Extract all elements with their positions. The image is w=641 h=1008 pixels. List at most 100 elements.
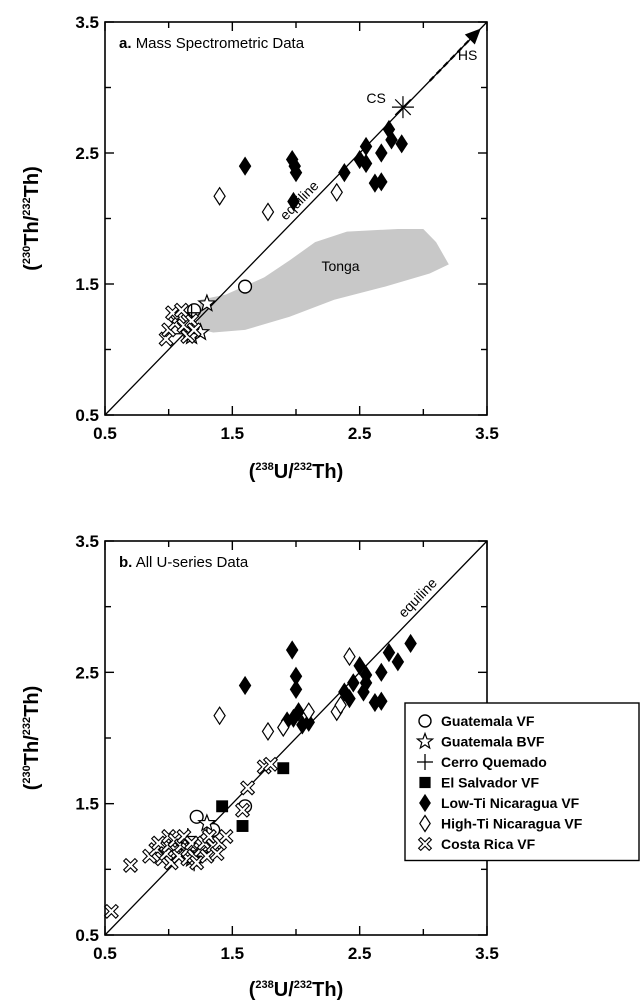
point-low-ti-nicaragua-vf-shape bbox=[238, 156, 252, 176]
point-low-ti-nicaragua-vf bbox=[292, 702, 305, 722]
point-costa-rica-vf-shape bbox=[103, 903, 119, 919]
point-low-ti-nicaragua-vf-shape bbox=[375, 143, 388, 163]
point-low-ti-nicaragua-vf bbox=[343, 688, 356, 709]
point-low-ti-nicaragua-vf bbox=[287, 191, 300, 212]
point-high-ti-nicaragua-vf-shape bbox=[330, 182, 343, 202]
point-low-ti-nicaragua-vf-shape bbox=[338, 682, 351, 702]
point-guatemala-vf-shape bbox=[187, 303, 202, 318]
point-low-ti-nicaragua-vf bbox=[338, 682, 351, 702]
point-costa-rica-vf bbox=[240, 780, 256, 796]
legend-item-guatemala-bvf: Guatemala BVF bbox=[415, 731, 545, 750]
point-guatemala-vf bbox=[187, 303, 202, 318]
legend-item-low-ti-nicaragua-vf-marker-shape bbox=[419, 793, 431, 813]
legend-item-costa-rica-vf-marker-shape bbox=[417, 836, 433, 852]
tonga-label: Tonga bbox=[321, 258, 359, 274]
x-tick-label: 2.5 bbox=[348, 424, 372, 443]
point-el-salvador-vf-shape bbox=[236, 820, 249, 832]
point-low-ti-nicaragua-vf bbox=[357, 682, 370, 702]
point-low-ti-nicaragua-vf bbox=[359, 136, 373, 157]
point-high-ti-nicaragua-vf-shape bbox=[261, 202, 275, 222]
point-high-ti-nicaragua-vf-shape bbox=[213, 706, 226, 726]
point-low-ti-nicaragua-vf-shape bbox=[289, 679, 303, 700]
legend-item-low-ti-nicaragua-vf: Low-Ti Nicaragua VF bbox=[419, 793, 580, 813]
point-low-ti-nicaragua-vf bbox=[395, 134, 408, 154]
legend-item-guatemala-vf-marker-shape bbox=[418, 714, 432, 728]
point-low-ti-nicaragua-vf bbox=[238, 675, 252, 696]
tonga-region-layer bbox=[196, 229, 449, 333]
point-guatemala-bvf-shape bbox=[197, 293, 217, 312]
point-low-ti-nicaragua-vf-shape bbox=[385, 130, 398, 150]
point-high-ti-nicaragua-vf-shape bbox=[302, 702, 315, 722]
legend-item-guatemala-bvf-label: Guatemala BVF bbox=[441, 734, 545, 750]
point-low-ti-nicaragua-vf-shape bbox=[359, 153, 373, 174]
point-low-ti-nicaragua-vf bbox=[302, 712, 315, 732]
cs-label: CS bbox=[366, 90, 385, 106]
x-axis-label-b: (238U/232Th) bbox=[249, 979, 343, 1001]
point-costa-rica-vf-shape bbox=[234, 802, 251, 818]
panel-a-marks bbox=[158, 96, 414, 347]
legend-item-costa-rica-vf-marker bbox=[417, 836, 433, 852]
legend-item-low-ti-nicaragua-vf-marker bbox=[419, 793, 431, 813]
point-el-salvador-vf bbox=[216, 800, 229, 813]
y-tick-label: 0.5 bbox=[75, 926, 99, 945]
x-tick-label: 2.5 bbox=[348, 944, 372, 963]
point-costa-rica-vf bbox=[262, 756, 279, 772]
point-guatemala-bvf bbox=[197, 293, 217, 312]
point-low-ti-nicaragua-vf-shape bbox=[382, 643, 396, 663]
point-low-ti-nicaragua-vf bbox=[382, 643, 396, 663]
x-tick-label: 3.5 bbox=[475, 944, 499, 963]
point-low-ti-nicaragua-vf bbox=[347, 673, 360, 693]
point-el-salvador-vf bbox=[236, 820, 249, 832]
y-tick-label: 1.5 bbox=[75, 275, 99, 294]
point-high-ti-nicaragua-vf bbox=[343, 646, 356, 667]
point-costa-rica-vf bbox=[122, 857, 139, 873]
point-low-ti-nicaragua-vf-shape bbox=[375, 662, 388, 682]
panel-b: 0.5 1.5 2.5 3.5 0.5 1.5 2.5 3.5 b. All U-series… bbox=[21, 532, 640, 1001]
legend-item-cerro-quemado-label: Cerro Quemado bbox=[441, 754, 547, 770]
point-low-ti-nicaragua-vf bbox=[238, 156, 252, 176]
point-costa-rica-vf-shape bbox=[122, 857, 139, 873]
point-high-ti-nicaragua-vf-shape bbox=[277, 717, 290, 738]
point-costa-rica-vf-shape bbox=[199, 848, 215, 864]
legend-item-high-ti-nicaragua-vf-label: High-Ti Nicaragua VF bbox=[441, 816, 583, 832]
point-el-salvador-vf-shape bbox=[277, 762, 290, 775]
point-guatemala-vf bbox=[237, 279, 253, 294]
point-low-ti-nicaragua-vf bbox=[289, 679, 303, 700]
legend-item-el-salvador-vf-marker-shape bbox=[419, 776, 431, 789]
point-low-ti-nicaragua-vf bbox=[353, 656, 366, 676]
point-low-ti-nicaragua-vf bbox=[289, 163, 303, 183]
point-low-ti-nicaragua-vf-shape bbox=[302, 712, 315, 732]
point-guatemala-vf bbox=[189, 809, 204, 824]
point-low-ti-nicaragua-vf-shape bbox=[359, 665, 373, 685]
x-tick-label: 3.5 bbox=[475, 424, 499, 443]
point-costa-rica-vf bbox=[186, 322, 202, 338]
point-low-ti-nicaragua-vf bbox=[359, 665, 373, 685]
legend-item-high-ti-nicaragua-vf-marker bbox=[419, 814, 431, 833]
point-costa-rica-vf bbox=[189, 855, 205, 871]
point-low-ti-nicaragua-vf bbox=[391, 652, 405, 672]
point-low-ti-nicaragua-vf-shape bbox=[353, 656, 366, 676]
y-tick-label: 3.5 bbox=[75, 532, 99, 551]
point-high-ti-nicaragua-vf bbox=[213, 706, 226, 726]
point-costa-rica-vf bbox=[209, 846, 225, 862]
legend-item-guatemala-bvf-marker-shape bbox=[415, 731, 435, 750]
point-low-ti-nicaragua-vf bbox=[375, 662, 388, 682]
panel-b-ticks: 0.5 1.5 2.5 3.5 0.5 1.5 2.5 3.5 bbox=[75, 532, 498, 963]
point-low-ti-nicaragua-vf-shape bbox=[347, 673, 360, 693]
point-guatemala-bvf-shape bbox=[197, 813, 217, 832]
point-low-ti-nicaragua-vf bbox=[285, 640, 299, 660]
point-high-ti-nicaragua-vf-shape bbox=[343, 646, 356, 667]
point-low-ti-nicaragua-vf bbox=[368, 692, 382, 713]
point-high-ti-nicaragua-vf bbox=[261, 721, 275, 742]
point-low-ti-nicaragua-vf-shape bbox=[238, 675, 252, 696]
point-low-ti-nicaragua-vf-shape bbox=[292, 702, 305, 722]
point-cs-ray-3 bbox=[394, 98, 412, 116]
point-low-ti-nicaragua-vf-shape bbox=[343, 688, 356, 709]
legend-item-low-ti-nicaragua-vf-label: Low-Ti Nicaragua VF bbox=[441, 795, 580, 811]
point-el-salvador-vf bbox=[277, 762, 290, 775]
point-costa-rica-vf bbox=[173, 302, 189, 318]
point-low-ti-nicaragua-vf-shape bbox=[285, 640, 299, 660]
point-costa-rica-vf-shape bbox=[189, 855, 205, 871]
x-axis-label-a: (238U/232Th) bbox=[249, 461, 343, 483]
